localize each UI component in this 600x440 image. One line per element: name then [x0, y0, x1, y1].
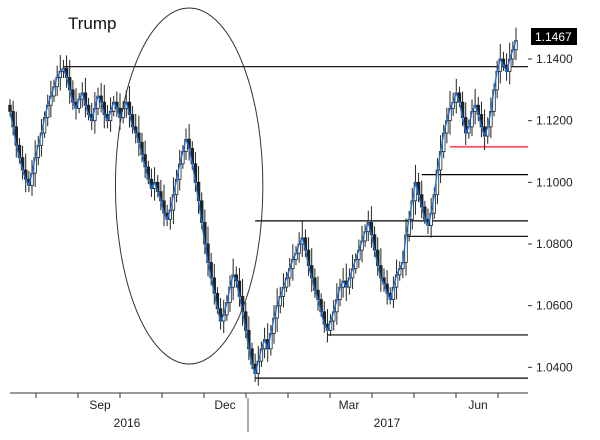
- y-tick-label: 1.1200: [536, 114, 573, 128]
- x-label-jun: Jun: [468, 398, 487, 412]
- y-tick-label: 1.0800: [536, 237, 573, 251]
- x-label-dec: Dec: [214, 398, 235, 412]
- y-tick-label: 1.0400: [536, 360, 573, 374]
- trend-line: [9, 40, 517, 376]
- last-value-label: 1.1467: [535, 30, 572, 44]
- x-label-mar: Mar: [339, 398, 360, 412]
- horizontal-lines-group: [63, 66, 528, 379]
- highlight-ellipse: [114, 7, 264, 365]
- x-axis-ticks: [35, 393, 499, 398]
- y-tick-label: 1.1400: [536, 52, 573, 66]
- y-tick-label: 1.1000: [536, 175, 573, 189]
- year-label-2016: 2016: [114, 416, 141, 430]
- last-value-badge: [531, 28, 577, 45]
- y-axis-ticks: 1.1400 1.1200 1.1000 1.0800 1.0600 1.0400: [528, 52, 573, 374]
- trump-annotation: Trump: [68, 14, 117, 33]
- x-label-sep: Sep: [89, 398, 111, 412]
- y-tick-label: 1.0600: [536, 299, 573, 313]
- year-label-2017: 2017: [374, 416, 401, 430]
- candles-group: [8, 27, 518, 386]
- candle-body: [8, 104, 12, 112]
